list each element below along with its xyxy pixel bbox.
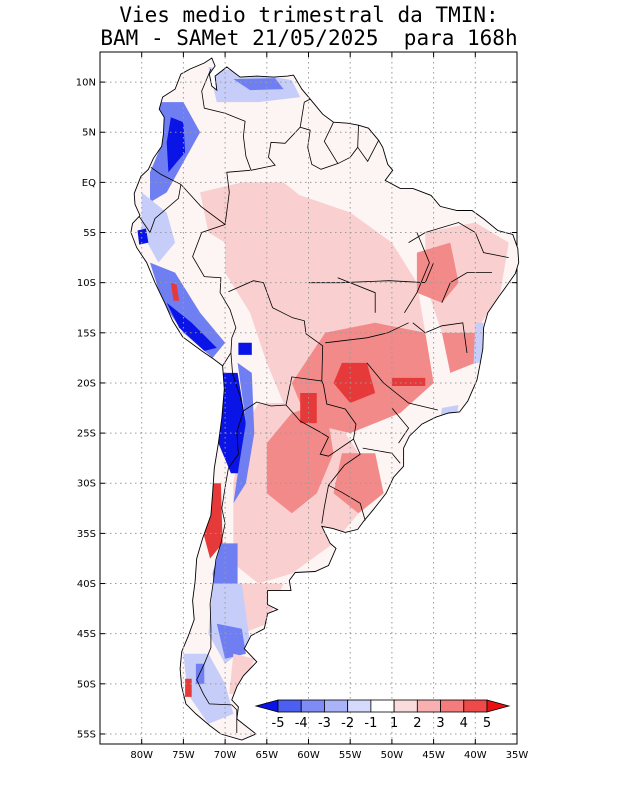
lat-tick-label: 5N [82,128,96,139]
lat-tick-label: 10N [76,78,96,89]
border-line-2 [150,166,251,226]
border-line-11 [304,98,311,103]
lat-tick-label: 25S [77,429,96,440]
colorbar-box [300,699,325,713]
lon-tick-label: 75W [172,750,195,761]
colorbar-box [347,699,372,713]
bias-region-29 [216,623,246,659]
lat-tick-label: 50S [77,679,96,690]
lat-tick-label: EQ [82,178,96,189]
border-line-22 [404,232,430,314]
lon-tick-label: 70W [214,750,237,761]
bias-region-32 [185,678,192,697]
graticule [100,52,517,744]
border-line-21 [408,222,509,258]
colorbar-label: 2 [413,716,421,731]
colorbar-box [440,699,465,713]
border-line-19 [391,407,410,444]
lon-tick-label: 50W [381,750,404,761]
lon-tick-label: 35W [506,750,529,761]
colorbar-label: -1 [364,716,377,731]
colorbar-label: -2 [341,716,354,731]
colorbar-box [463,699,488,713]
border-line-4 [192,224,237,367]
bias-region-10 [333,362,376,403]
lat-tick-label: 35S [77,529,96,540]
border-line-24 [441,272,492,303]
lat-tick-label: 5S [83,228,96,239]
map-title-line1: Vies medio trimestral da TMIN: [119,3,499,27]
colorbar-label: 4 [460,716,468,731]
bias-region-7 [333,453,384,514]
border-line-8 [321,485,329,524]
colorbar-box [416,699,441,713]
bias-region-25 [233,362,255,504]
longitude-axis: 80W 75W 70W 65W 60W 55W 50W 45W 40W 35W [130,52,528,761]
lon-tick-label: 40W [464,750,487,761]
bias-region-9 [441,332,476,373]
map-title-line2: BAM - SAMet 21/05/2025 para 168h [100,26,518,50]
lat-tick-label: 20S [77,378,96,389]
border-line-9 [196,410,244,711]
bias-region-14 [200,182,309,253]
border-line-12 [300,125,359,170]
colorbar-label: 1 [390,716,398,731]
colorbar-label: 5 [483,716,491,731]
border-line-6 [285,380,357,457]
colorbar-label: 3 [436,716,444,731]
bias-region-21 [150,262,226,358]
lon-tick-label: 80W [130,750,153,761]
bias-region-16 [233,78,284,91]
bias-region-22 [166,302,217,351]
lon-tick-label: 60W [297,750,320,761]
colorbar-label: -4 [295,716,308,731]
colorbar-box [393,699,418,713]
bias-region-23 [170,282,180,301]
latitude-axis: 10N 5N EQ 5S 10S 15S 20S 25S 30S 35S 40S 45S 50S 55S [76,78,517,740]
colorbar-box [370,699,395,713]
border-line-18 [412,322,468,353]
border-line-3 [138,184,182,234]
colorbar-label: -3 [318,716,331,731]
lon-tick-label: 65W [255,750,278,761]
colorbar-box [324,699,349,713]
colorbar-high-arrow [486,699,511,713]
bias-region-18 [166,117,186,173]
border-line-16 [325,322,409,344]
lat-tick-label: 30S [77,479,96,490]
country-borders [138,68,509,733]
colorbar-box [277,699,302,713]
lat-tick-label: 40S [77,579,96,590]
colorbar: -5 -4 -3 -2 -1 1 2 3 4 5 [254,699,511,731]
bias-region-12 [391,377,426,386]
border-line-14 [357,140,379,163]
lat-tick-label: 55S [77,729,96,740]
lat-tick-label: 10S [77,278,96,289]
bias-region-19 [141,192,176,263]
lon-tick-label: 55W [339,750,362,761]
colorbar-label: -5 [272,716,285,731]
border-line-13 [323,122,339,164]
lat-tick-label: 45S [77,629,96,640]
bias-region-26 [238,342,252,355]
lat-tick-label: 15S [77,328,96,339]
lon-tick-label: 45W [422,750,445,761]
border-line-17 [366,362,438,411]
border-line-1 [201,68,305,171]
